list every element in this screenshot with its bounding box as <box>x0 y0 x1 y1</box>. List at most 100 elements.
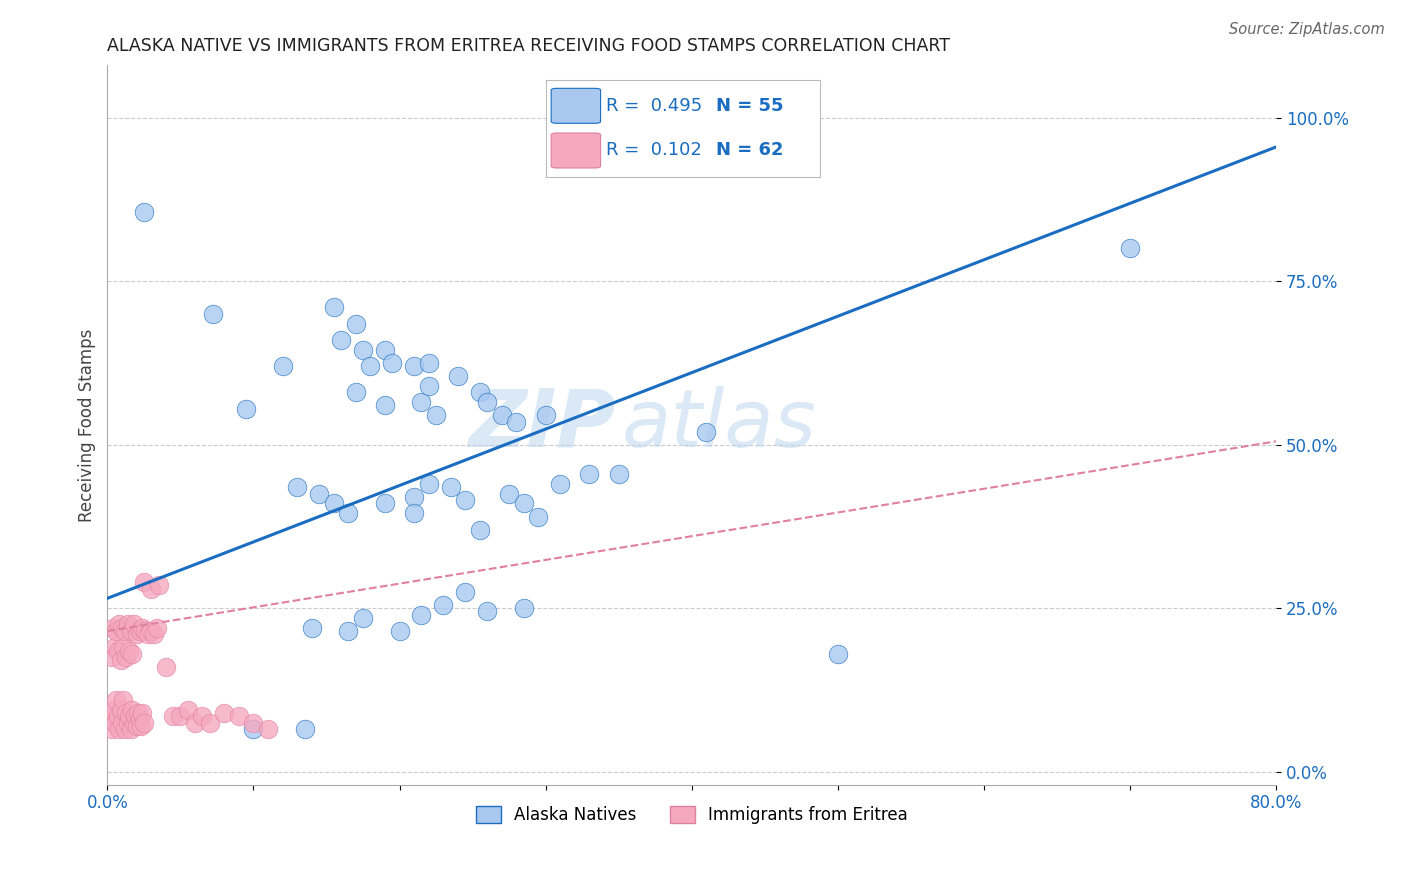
Point <box>124 709 146 723</box>
Point <box>294 722 316 736</box>
Point <box>201 307 224 321</box>
Legend: Alaska Natives, Immigrants from Eritrea: Alaska Natives, Immigrants from Eritrea <box>470 799 914 830</box>
Point <box>104 715 127 730</box>
Point <box>118 643 141 657</box>
Point <box>344 317 367 331</box>
Point <box>117 715 139 730</box>
Point <box>129 719 152 733</box>
Point <box>257 722 280 736</box>
Point <box>108 722 131 736</box>
Point <box>100 722 122 736</box>
Point <box>112 640 135 655</box>
Point <box>578 467 600 481</box>
Point <box>322 496 344 510</box>
Point <box>143 627 166 641</box>
Point <box>534 408 557 422</box>
Point <box>454 493 477 508</box>
Point <box>322 300 344 314</box>
Point <box>432 598 454 612</box>
Point <box>177 702 200 716</box>
Point <box>105 692 128 706</box>
Point <box>107 643 129 657</box>
Point <box>411 607 433 622</box>
Point <box>134 624 156 638</box>
Point <box>513 601 536 615</box>
Point <box>477 604 499 618</box>
Point <box>454 584 477 599</box>
Point <box>447 368 470 383</box>
Point <box>191 709 214 723</box>
Point <box>242 715 264 730</box>
Point <box>103 702 125 716</box>
Point <box>505 415 527 429</box>
Text: Source: ZipAtlas.com: Source: ZipAtlas.com <box>1229 22 1385 37</box>
Text: ZIP: ZIP <box>468 386 616 464</box>
Point <box>301 621 323 635</box>
Point <box>1119 241 1142 255</box>
Point <box>242 722 264 736</box>
Point <box>468 385 491 400</box>
Point <box>285 480 308 494</box>
Point <box>98 709 121 723</box>
Point <box>411 395 433 409</box>
Point <box>105 624 128 638</box>
Point <box>418 378 440 392</box>
Point <box>128 712 150 726</box>
Point <box>359 359 381 373</box>
Point <box>110 702 132 716</box>
Point <box>271 359 294 373</box>
Point <box>162 709 184 723</box>
Point <box>418 356 440 370</box>
Point <box>108 617 131 632</box>
Point <box>374 496 396 510</box>
Point <box>404 359 426 373</box>
Point <box>103 621 125 635</box>
Point <box>131 621 153 635</box>
Point <box>121 647 143 661</box>
Text: atlas: atlas <box>621 386 817 464</box>
Point <box>337 624 360 638</box>
Point <box>381 356 404 370</box>
Point <box>418 476 440 491</box>
Point <box>440 480 463 494</box>
Point <box>120 722 142 736</box>
Point <box>132 715 155 730</box>
Point <box>111 621 134 635</box>
Point <box>100 650 122 665</box>
Point <box>148 578 170 592</box>
Point <box>132 205 155 219</box>
Point <box>131 706 153 720</box>
Point <box>477 395 499 409</box>
Point <box>114 722 136 736</box>
Point <box>498 486 520 500</box>
Point <box>184 715 207 730</box>
Point <box>120 624 142 638</box>
Point <box>112 692 135 706</box>
Point <box>136 627 159 641</box>
Point <box>141 624 163 638</box>
Point <box>121 702 143 716</box>
Point <box>827 647 849 661</box>
Point <box>122 617 145 632</box>
Point <box>107 709 129 723</box>
Point <box>118 709 141 723</box>
Point <box>374 398 396 412</box>
Point <box>388 624 411 638</box>
Y-axis label: Receiving Food Stamps: Receiving Food Stamps <box>79 328 96 522</box>
Point <box>125 627 148 641</box>
Text: ALASKA NATIVE VS IMMIGRANTS FROM ERITREA RECEIVING FOOD STAMPS CORRELATION CHART: ALASKA NATIVE VS IMMIGRANTS FROM ERITREA… <box>107 37 950 55</box>
Point <box>607 467 630 481</box>
Point <box>198 715 221 730</box>
Point <box>404 506 426 520</box>
Point <box>127 706 149 720</box>
Point <box>330 333 353 347</box>
Point <box>374 343 396 357</box>
Point <box>491 408 513 422</box>
Point <box>146 621 169 635</box>
Point <box>352 611 374 625</box>
Point <box>548 476 571 491</box>
Point <box>344 385 367 400</box>
Point <box>404 490 426 504</box>
Point <box>111 715 134 730</box>
Point <box>352 343 374 357</box>
